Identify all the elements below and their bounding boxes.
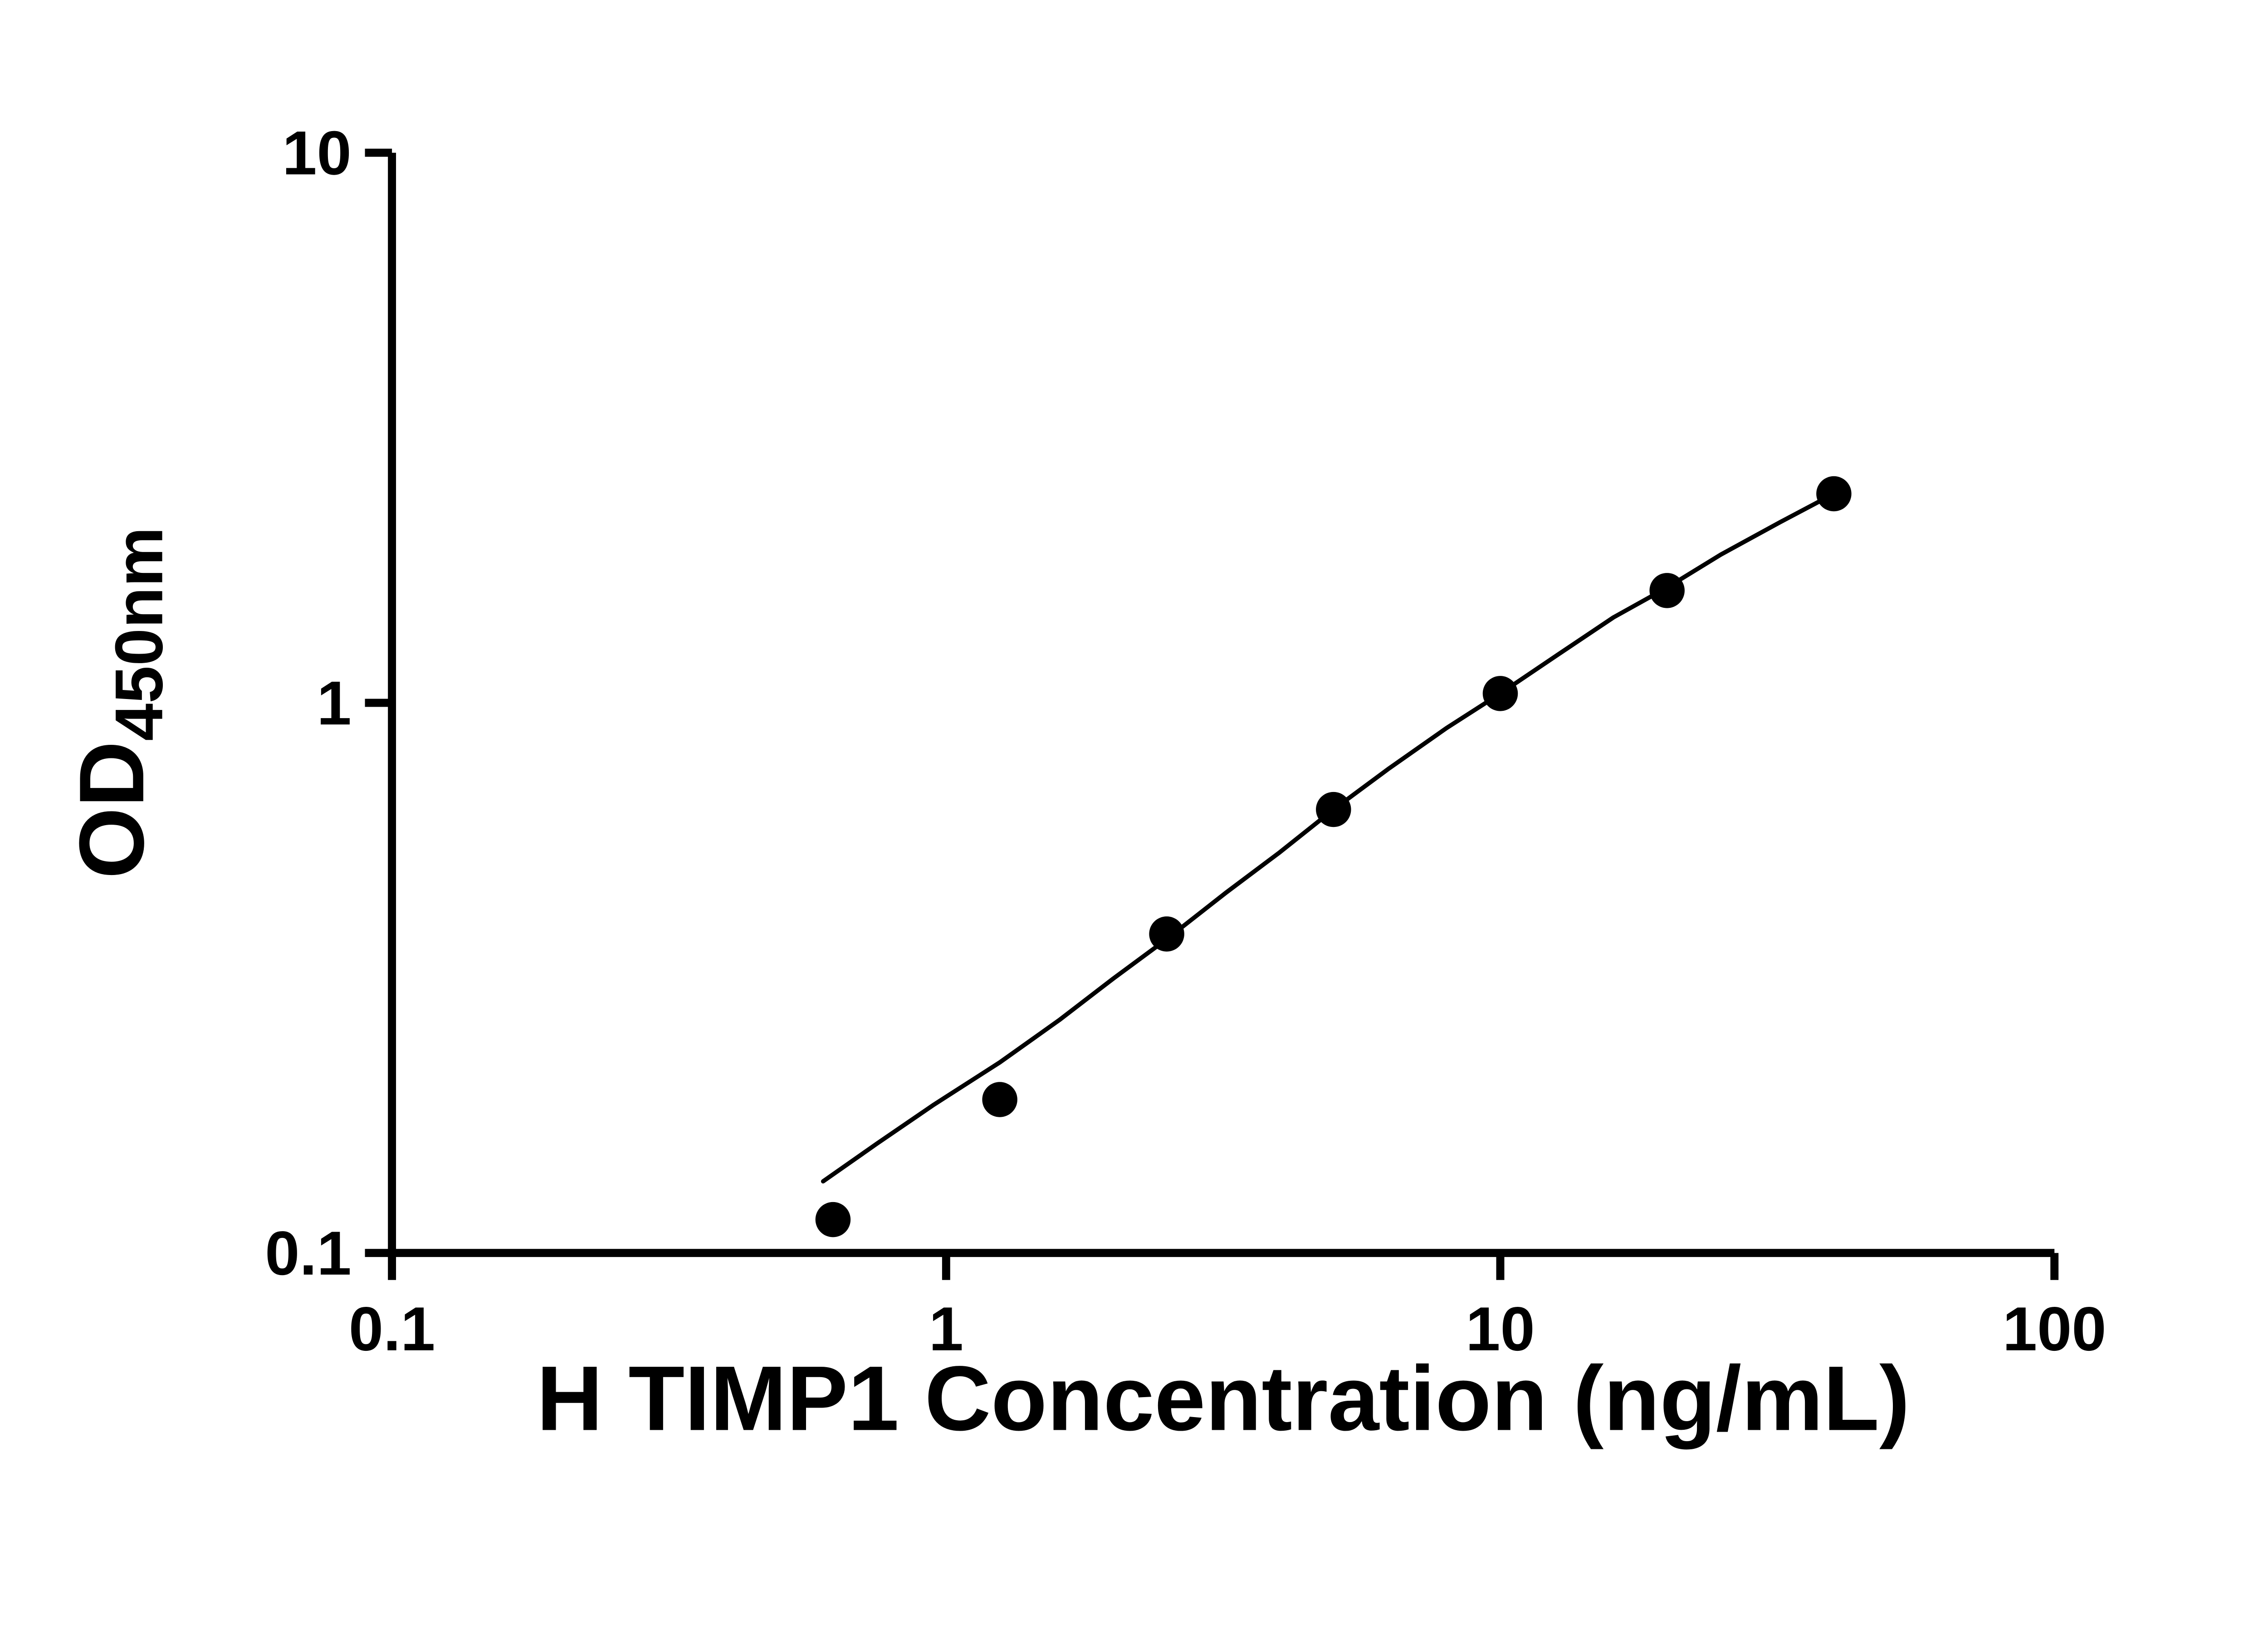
data-point — [815, 1202, 851, 1237]
data-point — [1149, 916, 1184, 952]
x-tick-label: 100 — [2003, 1295, 2107, 1364]
y-axis-title-main: OD — [60, 741, 163, 879]
data-point — [1816, 476, 1852, 512]
y-tick-label: 0.1 — [265, 1219, 352, 1288]
y-axis-title-sub: 450nm — [101, 527, 177, 741]
data-point — [1649, 573, 1685, 608]
data-point — [982, 1082, 1017, 1117]
data-point — [1482, 676, 1518, 711]
y-tick-label: 10 — [282, 118, 351, 188]
axis-lines — [388, 152, 2055, 1257]
plot-area: 0.1 1 10 100 0.1 1 10 — [265, 118, 2106, 1364]
data-point — [1316, 792, 1351, 827]
y-axis-title: OD450nm — [60, 527, 177, 879]
x-tick-label: 1 — [929, 1295, 963, 1364]
x-tick-label: 10 — [1466, 1295, 1535, 1364]
x-axis-title: H TIMP1 Concentration (ng/mL) — [537, 1347, 1910, 1450]
y-tick-label: 1 — [317, 669, 352, 738]
x-tick-label: 0.1 — [349, 1295, 435, 1364]
